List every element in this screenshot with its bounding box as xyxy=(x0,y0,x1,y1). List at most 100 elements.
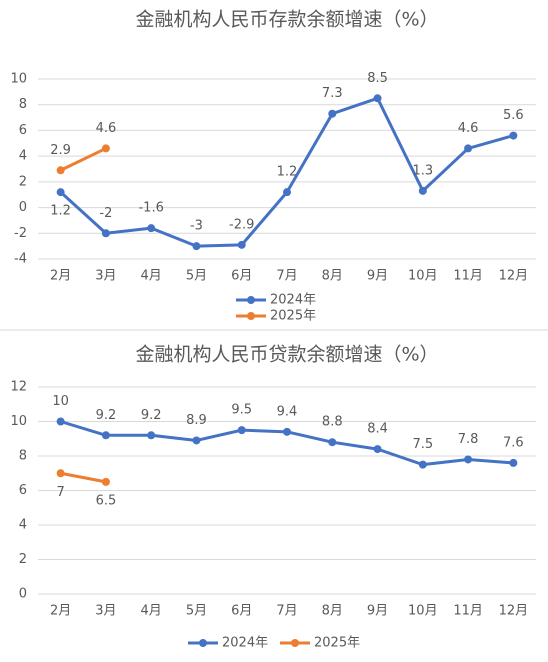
x-tick-label: 3月 xyxy=(95,269,116,284)
data-point xyxy=(237,240,246,249)
x-tick-label: 4月 xyxy=(141,269,162,284)
data-point xyxy=(56,417,65,426)
data-label: -1.6 xyxy=(138,201,163,216)
data-point xyxy=(237,426,246,435)
y-tick-label: 2 xyxy=(19,174,27,189)
y-tick-label: 10 xyxy=(10,414,27,429)
data-label: 9.2 xyxy=(96,408,117,423)
data-label: 6.5 xyxy=(96,493,117,508)
data-point xyxy=(101,229,110,238)
x-tick-label: 5月 xyxy=(186,604,207,619)
x-tick-label: 8月 xyxy=(322,604,343,619)
y-tick-label: 8 xyxy=(19,449,27,464)
x-tick-label: 9月 xyxy=(367,604,388,619)
data-label: 7.5 xyxy=(412,437,433,452)
data-label: 8.8 xyxy=(322,415,343,430)
data-point xyxy=(101,477,110,486)
data-point xyxy=(147,224,156,233)
data-label: 4.6 xyxy=(458,121,479,136)
data-point xyxy=(147,431,156,440)
x-tick-label: 2月 xyxy=(50,604,71,619)
x-tick-label: 11月 xyxy=(453,604,483,619)
data-label: 1.2 xyxy=(50,204,71,219)
data-point xyxy=(192,436,201,445)
data-point xyxy=(283,427,291,436)
chart-title: 金融机构人民币存款余额增速（%） xyxy=(135,9,438,31)
x-tick-label: 10月 xyxy=(408,269,438,284)
data-label: 9.2 xyxy=(141,408,162,423)
x-tick-label: 4月 xyxy=(141,604,162,619)
x-tick-label: 11月 xyxy=(453,269,483,284)
data-label: 7 xyxy=(56,485,64,500)
legend-marker xyxy=(291,639,299,647)
x-tick-label: 7月 xyxy=(276,269,297,284)
series-line xyxy=(60,471,107,484)
data-label: 8.9 xyxy=(186,413,207,428)
data-point xyxy=(373,94,382,103)
data-point xyxy=(464,455,473,464)
x-tick-label: 7月 xyxy=(276,604,297,619)
data-label: 4.6 xyxy=(96,121,117,136)
legend-marker xyxy=(247,312,255,320)
legend-label: 2025年 xyxy=(270,309,316,324)
data-label: -2 xyxy=(99,206,112,221)
data-label: 5.6 xyxy=(503,108,524,123)
data-point xyxy=(283,188,291,197)
data-label: 8.5 xyxy=(367,71,388,86)
y-tick-label: 0 xyxy=(19,200,27,215)
data-label: 2.9 xyxy=(50,143,71,158)
legend-label: 2025年 xyxy=(314,636,360,651)
y-tick-label: 0 xyxy=(19,587,27,602)
y-tick-label: 2 xyxy=(19,552,27,567)
data-label: 7.6 xyxy=(503,435,524,450)
data-point xyxy=(328,438,337,447)
y-tick-label: 12 xyxy=(10,380,27,395)
x-tick-label: 5月 xyxy=(186,269,207,284)
data-label: 9.5 xyxy=(231,403,252,418)
x-tick-label: 8月 xyxy=(322,269,343,284)
data-label: 8.4 xyxy=(367,422,388,437)
x-tick-label: 6月 xyxy=(231,269,252,284)
data-label: 7.3 xyxy=(322,86,343,101)
y-tick-label: -4 xyxy=(14,252,27,267)
data-label: 9.4 xyxy=(277,404,298,419)
data-point xyxy=(101,431,110,440)
y-tick-label: 6 xyxy=(19,123,27,138)
data-label: -2.9 xyxy=(229,217,254,232)
y-tick-label: 10 xyxy=(10,72,27,87)
series-line xyxy=(59,147,107,172)
data-point xyxy=(56,166,65,175)
x-tick-label: 9月 xyxy=(367,269,388,284)
x-tick-label: 6月 xyxy=(231,604,252,619)
data-point xyxy=(101,144,110,153)
data-point xyxy=(192,242,201,251)
data-point xyxy=(373,445,382,454)
y-tick-label: 4 xyxy=(19,518,27,533)
data-point xyxy=(56,469,65,478)
legend-marker xyxy=(199,639,207,647)
legend-label: 2024年 xyxy=(222,636,268,651)
data-label: 1.2 xyxy=(277,165,298,180)
legend-marker xyxy=(247,296,255,304)
legend-label: 2024年 xyxy=(270,293,316,308)
x-tick-label: 12月 xyxy=(499,269,529,284)
data-point xyxy=(509,131,518,140)
data-point xyxy=(418,460,427,469)
data-point xyxy=(56,188,65,197)
y-tick-label: -2 xyxy=(14,226,27,241)
y-tick-label: 8 xyxy=(19,97,27,112)
data-label: 10 xyxy=(52,394,69,409)
x-tick-label: 3月 xyxy=(95,604,116,619)
x-tick-label: 10月 xyxy=(408,604,438,619)
data-point xyxy=(328,109,337,118)
data-point xyxy=(418,186,427,195)
data-point xyxy=(509,458,518,467)
x-tick-label: 12月 xyxy=(499,604,529,619)
data-point xyxy=(464,144,473,153)
data-label: 1.3 xyxy=(412,163,433,178)
y-tick-label: 6 xyxy=(19,483,27,498)
y-tick-label: 4 xyxy=(19,149,27,164)
data-label: 7.8 xyxy=(458,432,479,447)
chart-title: 金融机构人民币贷款余额增速（%） xyxy=(135,344,438,366)
data-label: -3 xyxy=(190,219,203,234)
